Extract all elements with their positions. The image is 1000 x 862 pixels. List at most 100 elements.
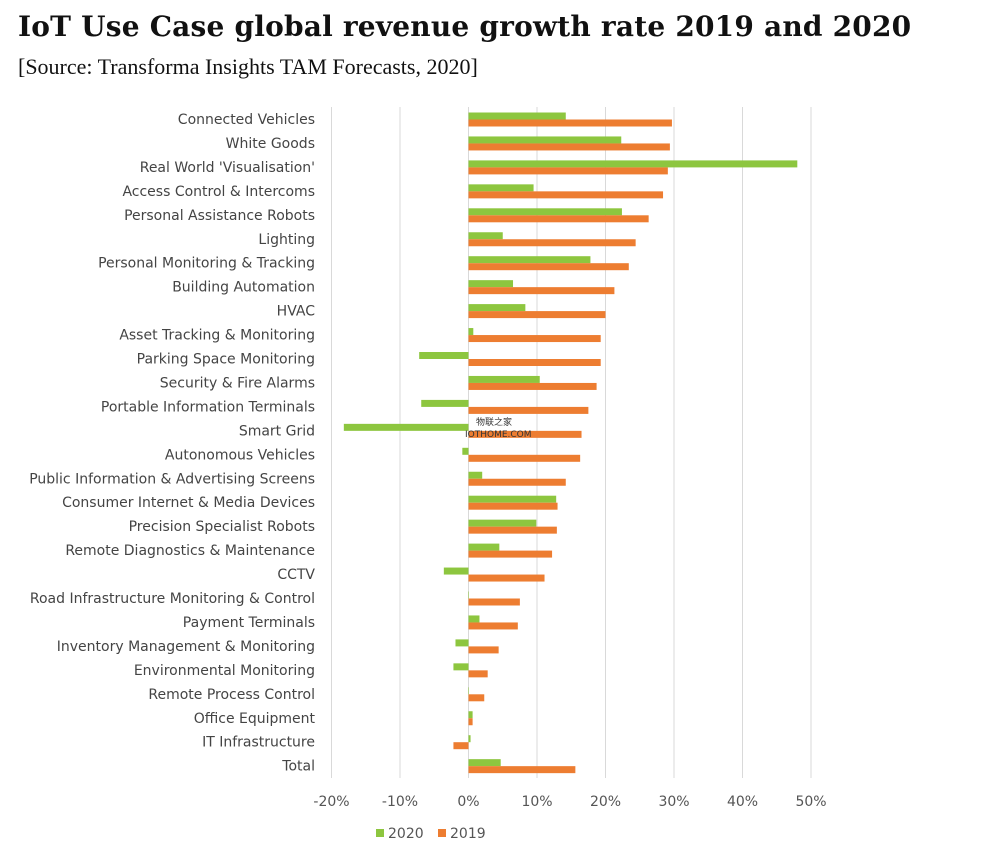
bar-2019	[468, 646, 499, 654]
category-label: Total	[281, 759, 315, 775]
category-label: Autonomous Vehicles	[165, 447, 315, 463]
x-tick-label: -20%	[313, 794, 349, 810]
legend-label-2019: 2019	[450, 826, 486, 842]
category-label: Real World 'Visualisation'	[140, 160, 315, 176]
chart-title: IoT Use Case global revenue growth rate …	[18, 10, 912, 43]
category-label: Consumer Internet & Media Devices	[62, 495, 315, 511]
bar-2019	[468, 694, 485, 702]
bar-2019	[468, 143, 670, 151]
x-tick-label: -10%	[382, 794, 418, 810]
bar-2020	[419, 352, 469, 359]
bar-2019	[468, 406, 589, 414]
category-label: Remote Process Control	[148, 687, 315, 703]
category-label: Building Automation	[172, 280, 315, 296]
bar-2019	[468, 382, 597, 390]
bar-2019	[468, 622, 518, 630]
bar-2020	[468, 687, 469, 695]
category-label: HVAC	[277, 304, 316, 320]
bar-2020	[468, 735, 471, 743]
bar-2019	[468, 311, 606, 319]
bar-2020	[468, 495, 557, 503]
gridlines	[331, 107, 812, 778]
bar-2019	[468, 359, 601, 366]
legend-swatch-2019	[438, 829, 446, 837]
bar-2019	[468, 574, 545, 582]
category-label: Personal Monitoring & Tracking	[98, 256, 315, 272]
category-label: Office Equipment	[194, 711, 316, 727]
category-label: Security & Fire Alarms	[160, 375, 315, 391]
bar-2020	[468, 232, 503, 240]
bar-2020	[468, 711, 473, 719]
bar-2020	[468, 304, 526, 312]
bar-2020	[468, 208, 622, 216]
bar-2020	[468, 184, 534, 192]
category-label: Lighting	[258, 232, 315, 248]
bar-2020	[468, 591, 469, 599]
bar-2019	[453, 742, 469, 750]
category-label: CCTV	[277, 567, 315, 583]
category-label: Remote Diagnostics & Maintenance	[65, 543, 315, 559]
bar-2019	[468, 766, 576, 774]
category-label: Portable Information Terminals	[101, 399, 315, 415]
bar-2020	[468, 328, 474, 336]
bar-2019	[468, 454, 581, 462]
bar-2020	[462, 447, 469, 455]
legend-label-2020: 2020	[388, 826, 424, 842]
x-tick-label: 0%	[457, 794, 479, 810]
bar-2020	[468, 136, 622, 144]
bar-2020	[468, 759, 501, 767]
bar-2019	[468, 550, 553, 558]
bar-2020	[455, 639, 469, 647]
bar-2019	[468, 215, 649, 223]
category-label: Connected Vehicles	[178, 112, 315, 128]
bar-2020	[468, 519, 537, 527]
bar-2019	[468, 119, 672, 127]
bar-2019	[468, 191, 664, 199]
bar-2019	[468, 167, 668, 175]
bar-2020	[468, 160, 798, 168]
bar-2019	[468, 263, 629, 271]
bar-2020	[468, 112, 566, 120]
x-axis-ticks: -20% -10% 0% 10% 20% 30% 40% 50%	[313, 794, 826, 810]
x-tick-label: 50%	[795, 794, 826, 810]
bar-2019	[468, 526, 557, 534]
category-label: Asset Tracking & Monitoring	[119, 328, 315, 344]
bar-2020	[343, 423, 469, 431]
category-label: Inventory Management & Monitoring	[57, 639, 315, 655]
bar-2020	[453, 663, 469, 671]
x-tick-label: 10%	[521, 794, 552, 810]
legend: 2020 2019	[376, 826, 486, 842]
category-label: Public Information & Advertising Screens	[29, 471, 315, 487]
bar-2020	[468, 543, 500, 551]
category-label: Access Control & Intercoms	[122, 184, 315, 200]
bar-2020	[468, 375, 540, 383]
bar-2020	[443, 567, 469, 575]
bar-2020	[421, 399, 469, 407]
x-tick-label: 20%	[590, 794, 621, 810]
bars	[343, 112, 798, 774]
category-label: Parking Space Monitoring	[137, 352, 315, 368]
category-label: Road Infrastructure Monitoring & Control	[30, 591, 315, 607]
bar-2019	[468, 502, 558, 510]
watermark-line1: 物联之家	[476, 416, 512, 428]
bar-2020	[468, 256, 591, 264]
bar-2020	[468, 280, 514, 288]
chart-subtitle: [Source: Transforma Insights TAM Forecas…	[18, 54, 478, 79]
category-label: IT Infrastructure	[202, 735, 315, 751]
x-tick-label: 40%	[727, 794, 758, 810]
watermark-line2: IOTHOME.COM	[465, 430, 532, 440]
bar-2019	[468, 335, 601, 343]
category-label: White Goods	[226, 136, 315, 152]
bar-2019	[468, 478, 566, 486]
category-label: Smart Grid	[239, 423, 315, 439]
category-label: Personal Assistance Robots	[124, 208, 315, 224]
category-label: Precision Specialist Robots	[129, 519, 315, 535]
bar-2019	[468, 598, 520, 606]
category-label: Payment Terminals	[183, 615, 315, 631]
bar-2019	[468, 239, 636, 247]
bar-2020	[468, 615, 480, 623]
bar-2019	[468, 287, 615, 295]
bar-2019	[468, 670, 488, 678]
x-tick-label: 30%	[658, 794, 689, 810]
